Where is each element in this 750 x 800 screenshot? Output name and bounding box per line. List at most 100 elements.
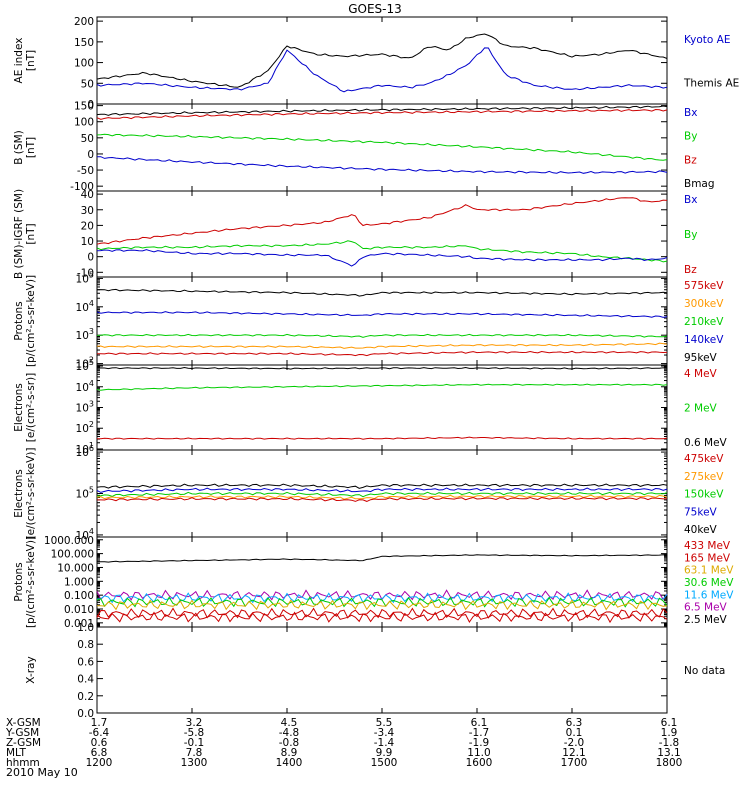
ephemeris-label: X-GSM [6, 717, 41, 729]
y-tick-label: 30 [81, 205, 94, 217]
series-line-0-6-mev [96, 366, 668, 370]
series-line-2-mev [96, 383, 668, 391]
ephemeris-value: 3.2 [186, 717, 203, 729]
legend-entry: 2 MeV [684, 403, 718, 415]
legend-entry: 30.6 MeV [684, 577, 734, 589]
y-tick-label: 0.4 [77, 674, 94, 686]
y-tick-exponent: 2 [89, 356, 94, 365]
y-tick-label: 104 [76, 379, 94, 394]
legend-entry: 11.6 MeV [684, 589, 734, 601]
y-axis-label: [p/(cm²-s-sr-keV)] [25, 536, 37, 628]
ephemeris-value: -0.8 [279, 737, 300, 749]
ephemeris-value: -6.4 [89, 727, 110, 739]
y-axis-label: Electrons [13, 383, 25, 432]
legend-entry: 6.5 MeV [684, 602, 728, 614]
y-tick-label: 105 [76, 486, 94, 501]
ephemeris-value: -5.8 [184, 727, 205, 739]
ephemeris-value: 11.0 [467, 747, 490, 759]
y-tick-exponent: 5 [89, 358, 94, 367]
legend-entry: 63.1 MeV [684, 565, 734, 577]
series-line-2-5-mev [96, 554, 668, 563]
ephemeris-value: 6.1 [661, 717, 678, 729]
y-tick-label: 0.6 [77, 656, 94, 668]
series-line-bx [97, 156, 668, 174]
ephemeris-value: 1500 [371, 757, 398, 769]
series-line-210kev [96, 333, 668, 338]
legend-entry: 300keV [684, 298, 724, 310]
ephemeris-value: 1200 [86, 757, 113, 769]
legend-entry: Bmag [684, 178, 715, 190]
panel-frame [96, 103, 668, 192]
series-line-165-mev [96, 607, 668, 619]
ephemeris-value: 1400 [276, 757, 303, 769]
ephemeris-value: -3.4 [374, 727, 395, 739]
y-tick-label: -50 [77, 165, 94, 177]
series-line-150kev [96, 491, 668, 498]
series-line-300kev [96, 342, 668, 349]
legend-entry: 475keV [684, 453, 724, 465]
y-axis-label: [nT] [25, 223, 37, 244]
series-line-95kev [96, 288, 668, 297]
y-tick-exponent: 5 [89, 486, 94, 495]
series-line-433-mev [96, 611, 668, 624]
y-tick-label: 105 [76, 358, 94, 373]
series-line-bz [96, 197, 668, 245]
y-axis-label: Protons [13, 562, 25, 601]
legend-entry: 95keV [684, 352, 718, 364]
y-tick-label: 106 [76, 444, 94, 459]
ephemeris-value: 6.1 [471, 717, 488, 729]
y-axis-label: [nT] [25, 137, 37, 158]
y-tick-label: 200 [74, 16, 94, 28]
no-data-note: No data [684, 665, 725, 677]
legend-entry: Kyoto AE [684, 34, 730, 46]
y-tick-label: 20 [81, 220, 94, 232]
series-line-40kev [96, 483, 668, 489]
chart-panel-8: 1.0 0.8 0.6 0.4 0.2 0.0 X-ray No data [25, 622, 725, 720]
series-line-themis-ae [96, 33, 668, 88]
legend-entry: 4 MeV [684, 368, 718, 380]
y-tick-label: 105 [76, 270, 94, 285]
series-line-140kev [96, 311, 668, 318]
panel-frame [96, 626, 668, 714]
ephemeris-value: 13.1 [657, 747, 680, 759]
y-axis-label: B (SM) [13, 130, 25, 164]
series-line-bmag [96, 105, 668, 116]
y-tick-label: 10 [81, 236, 94, 248]
plot-title: GOES-13 [348, 2, 402, 16]
y-axis-label: [p/(cm²-s-sr-keV)] [25, 275, 37, 367]
ephemeris-value: 1300 [181, 757, 208, 769]
y-tick-label: 1.000 [64, 576, 94, 588]
y-axis-label: Electrons [13, 469, 25, 518]
ephemeris-value: -1.7 [469, 727, 490, 739]
ephemeris-value: -4.8 [279, 727, 300, 739]
ephemeris-value: -1.8 [659, 737, 680, 749]
legend-entry: 165 MeV [684, 552, 731, 564]
y-axis-label: [nT] [25, 50, 37, 71]
y-tick-exponent: 1 [89, 441, 94, 450]
series-line-63-1-mev [96, 598, 668, 611]
ephemeris-value: 0.6 [91, 737, 108, 749]
y-tick-label: 0.010 [64, 604, 94, 616]
y-tick-label: 0 [87, 252, 94, 264]
series-line-475kev [97, 496, 668, 502]
series-line-75kev [96, 487, 668, 493]
series-line-30-6-mev [96, 596, 668, 608]
y-axis-label: AE index [13, 38, 25, 84]
ephemeris-label: Z-GSM [6, 737, 41, 749]
legend-entry: 0.6 MeV [684, 437, 728, 449]
y-tick-label: 0.8 [77, 639, 94, 651]
series-line-bx [96, 249, 668, 267]
y-tick-label: 100 [74, 58, 94, 70]
ephemeris-value: 6.8 [91, 747, 108, 759]
legend-entry: 210keV [684, 316, 724, 328]
y-tick-label: 150 [74, 37, 94, 49]
y-tick-label: 0.0 [77, 708, 94, 720]
y-axis-label: [e/(cm²-s-sr-keV)] [25, 448, 37, 540]
ephemeris-value: 1800 [656, 757, 683, 769]
y-tick-label: 10.000 [57, 562, 94, 574]
legend-entry: 75keV [684, 506, 718, 518]
ephemeris-value: -2.0 [564, 737, 585, 749]
